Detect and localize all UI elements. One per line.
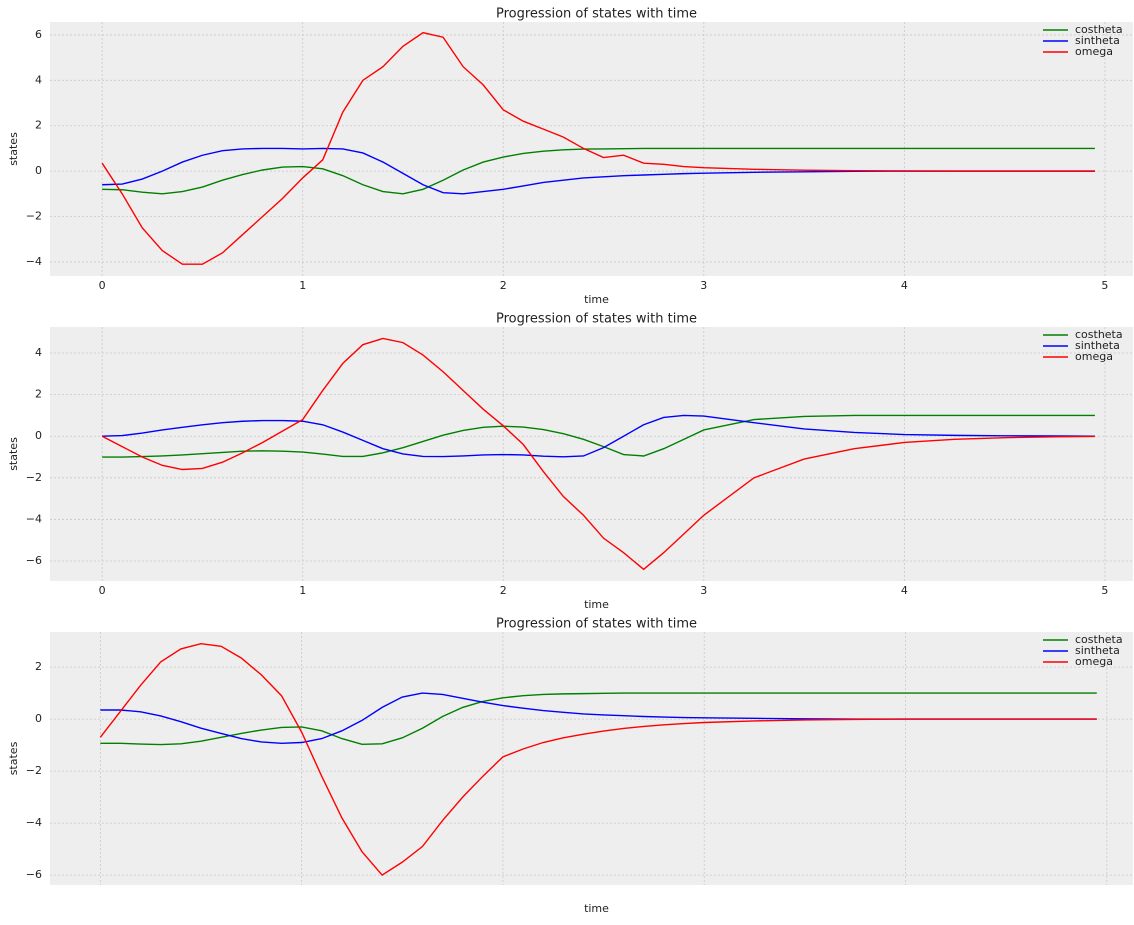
series-line: [102, 147, 1095, 195]
x-tick-label: 0: [99, 279, 106, 292]
plot-area: [50, 632, 1133, 885]
series-line: [100, 692, 1097, 746]
x-tick-label: 5: [1101, 584, 1108, 597]
legend-label: costheta: [1075, 23, 1123, 36]
y-tick-label: 2: [35, 660, 42, 673]
legend-label: omega: [1075, 350, 1113, 363]
x-tick-label: 2: [500, 584, 507, 597]
chart-title: Progression of states with time: [496, 617, 697, 632]
subplot: −6 −4 −2 0 2 Progression of states with time t…: [7, 617, 1133, 915]
series-line: [101, 337, 1095, 571]
x-tick-label: 3: [700, 279, 707, 292]
series-line: [102, 147, 1095, 195]
y-tick-label: 4: [35, 73, 42, 86]
y-axis-label: states: [7, 437, 20, 471]
x-tick-label: 2: [500, 279, 507, 292]
series-line: [100, 692, 1097, 744]
y-tick-label: 0: [35, 429, 42, 442]
y-tick-label: −4: [26, 512, 42, 525]
legend-label: costheta: [1075, 328, 1123, 341]
chart-title: Progression of states with time: [496, 312, 697, 327]
y-tick-label: 2: [35, 388, 42, 401]
x-tick-label: 3: [700, 584, 707, 597]
y-tick-label: 2: [35, 119, 42, 132]
subplot: 0 1 2 3 4 5 −4 −2 0 2 4 6 Progression of states with…: [7, 7, 1133, 306]
chart-title: Progression of states with time: [496, 7, 697, 22]
y-tick-label: −6: [26, 868, 42, 881]
series-line: [102, 414, 1095, 458]
y-tick-label: 4: [35, 346, 42, 359]
x-tick-label: 4: [901, 279, 908, 292]
y-tick-label: 0: [35, 164, 42, 177]
x-tick-label: 5: [1101, 279, 1108, 292]
legend-label: sintheta: [1075, 339, 1120, 352]
legend-label: sintheta: [1075, 644, 1120, 657]
x-tick-label: 1: [299, 279, 306, 292]
x-tick-label: 4: [901, 584, 908, 597]
series-line: [102, 414, 1095, 458]
y-tick-label: −4: [26, 255, 42, 268]
series-line: [99, 642, 1097, 877]
x-tick-label: 1: [299, 584, 306, 597]
y-tick-label: −2: [26, 210, 42, 223]
legend-label: costheta: [1075, 633, 1123, 646]
x-tick-label: 0: [99, 584, 106, 597]
x-axis-label: time: [584, 598, 609, 611]
y-tick-label: −4: [26, 816, 42, 829]
x-axis-label: time: [584, 902, 609, 915]
y-axis-label: states: [7, 132, 20, 166]
legend-label: omega: [1075, 45, 1113, 58]
y-tick-label: 0: [35, 712, 42, 725]
plot-area: [50, 327, 1133, 581]
legend-label: sintheta: [1075, 34, 1120, 47]
legend-label: omega: [1075, 655, 1113, 668]
subplot: 0 1 2 3 4 5 −6 −4 −2 0 2 4 Progression of states wit…: [7, 312, 1133, 611]
y-tick-label: −2: [26, 471, 42, 484]
x-axis-label: time: [584, 293, 609, 306]
y-tick-label: −2: [26, 764, 42, 777]
y-tick-label: −6: [26, 554, 42, 567]
y-tick-label: 6: [35, 28, 42, 41]
series-line: [101, 31, 1095, 265]
y-axis-label: states: [7, 741, 20, 775]
